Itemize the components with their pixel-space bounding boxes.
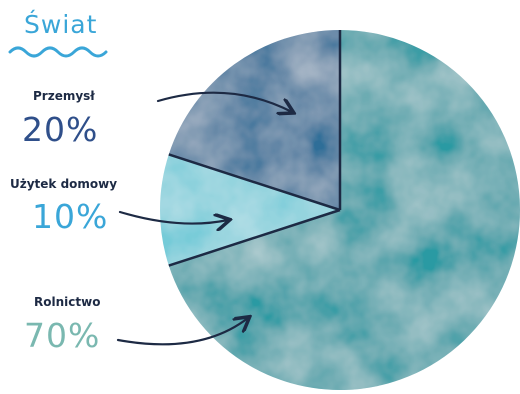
value-domestic: 10% (32, 197, 109, 236)
arrow-agriculture (116, 318, 248, 346)
value-industry: 20% (22, 110, 99, 149)
label-domestic: Użytek domowy (10, 177, 118, 191)
label-industry: Przemysł (33, 89, 95, 103)
arrow-industry (156, 91, 292, 112)
slice-separator (168, 208, 341, 267)
arrow-domestic (118, 210, 228, 224)
chart-title: Świat (24, 10, 98, 39)
pie-slice-domestic (160, 154, 340, 266)
slice-separator (168, 153, 341, 212)
wave-decoration (8, 46, 108, 58)
pie-slice-industry (168, 30, 340, 210)
label-agriculture: Rolnictwo (34, 295, 101, 309)
pie-slice-agriculture (168, 30, 520, 390)
value-agriculture: 70% (24, 316, 101, 355)
